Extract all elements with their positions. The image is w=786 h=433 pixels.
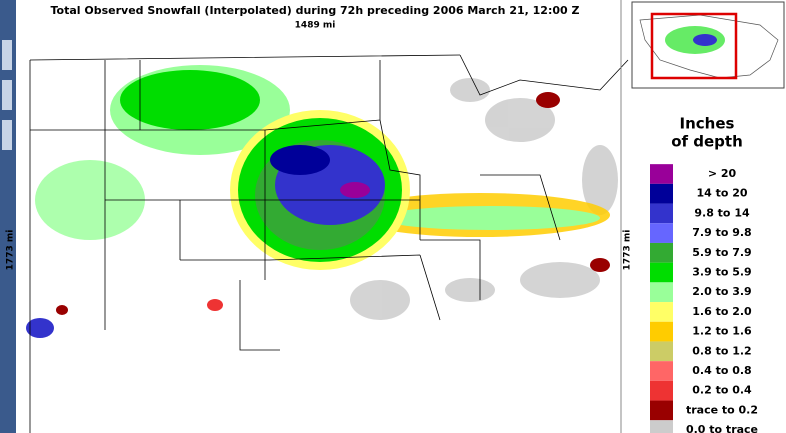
legend-label: 3.9 to 5.9 <box>692 266 751 279</box>
legend-swatch <box>650 223 673 243</box>
legend-swatch <box>650 380 673 401</box>
legend-label: 1.6 to 2.0 <box>692 305 752 318</box>
legend-label: > 20 <box>708 167 737 180</box>
legend-swatch <box>650 341 673 362</box>
legend-swatch <box>650 203 673 224</box>
scale-left: 1773 mi <box>6 230 16 271</box>
legend-label: 7.9 to 9.8 <box>692 226 751 239</box>
legend-swatch <box>650 361 673 381</box>
legend-swatch <box>650 321 673 342</box>
legend-label: 0.2 to 0.4 <box>692 384 752 397</box>
legend-swatch <box>650 420 673 433</box>
legend-swatch <box>650 262 673 283</box>
map-title: Total Observed Snowfall (Interpolated) d… <box>51 4 580 17</box>
inset-map <box>631 1 785 89</box>
legend-label: 0.8 to 1.2 <box>692 344 751 357</box>
legend-title: of depth <box>671 133 743 151</box>
legend-title: Inches <box>680 115 735 133</box>
legend-label: 5.9 to 7.9 <box>692 246 751 259</box>
state-borders <box>29 54 629 433</box>
scale-top: 1489 mi <box>295 21 336 31</box>
legend-label: 9.8 to 14 <box>694 206 750 219</box>
legend-label: 0.4 to 0.8 <box>692 364 751 377</box>
scale-right: 1773 mi <box>623 230 633 271</box>
legend-label: 1.2 to 1.6 <box>692 325 752 338</box>
legend-swatch <box>650 302 673 322</box>
snow-areas <box>26 65 610 338</box>
legend-swatch <box>650 183 673 204</box>
trace-areas <box>350 78 618 320</box>
legend-swatch <box>650 164 673 184</box>
map-area <box>26 54 629 433</box>
legend-label: 2.0 to 3.9 <box>692 285 751 298</box>
legend-swatch <box>650 282 673 303</box>
legend-label: trace to 0.2 <box>686 403 758 416</box>
left-strip <box>0 0 16 433</box>
legend-swatch <box>650 400 673 421</box>
legend-label: 0.0 to trace <box>686 423 758 433</box>
legend-swatch <box>650 242 673 263</box>
legend-label: 14 to 20 <box>696 187 747 200</box>
